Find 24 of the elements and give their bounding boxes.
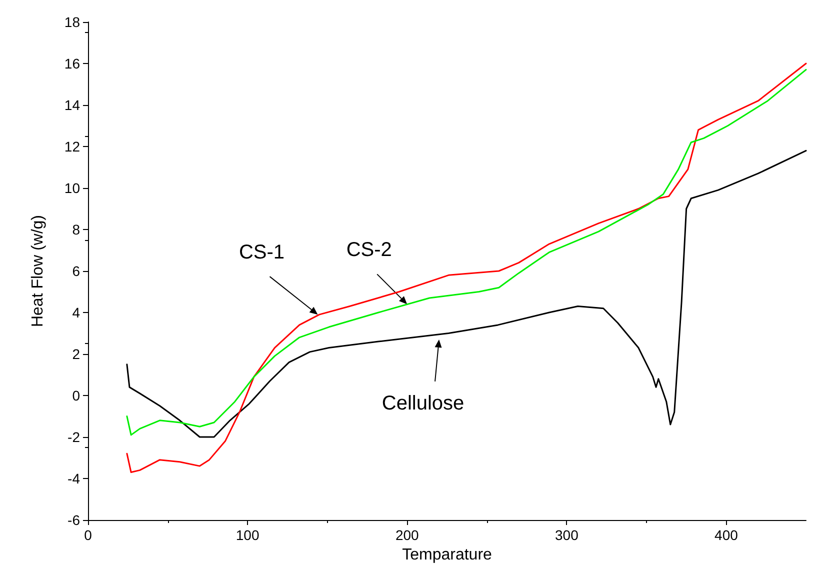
y-tick-label: -4: [68, 470, 80, 486]
y-tick-label: 2: [72, 346, 80, 362]
y-tick-label: -2: [68, 429, 80, 445]
x-axis-title: Temparature: [402, 546, 492, 564]
y-tick-label: 8: [72, 222, 80, 238]
y-tick-label: 12: [64, 138, 80, 154]
y-tick-label: 10: [64, 180, 80, 196]
x-tick-label: 0: [84, 527, 92, 543]
y-tick-label: 14: [64, 97, 80, 113]
x-tick-label: 400: [714, 527, 738, 543]
x-tick-label: 100: [236, 527, 260, 543]
y-tick-label: 0: [72, 388, 80, 404]
line-series: [126, 150, 807, 438]
y-tick-label: -6: [68, 512, 80, 528]
y-tick-label: 16: [64, 56, 80, 72]
annotation: CS-2: [346, 239, 392, 262]
y-tick-label: 6: [72, 263, 80, 279]
annotation: CS-1: [238, 242, 285, 264]
x-tick-label: 300: [554, 527, 579, 543]
x-tick-label: 200: [395, 527, 420, 543]
y-tick-label: 4: [72, 304, 80, 320]
y-tick-label: 18: [64, 14, 80, 30]
y-axis-title: Heat Flow (w/g): [30, 214, 46, 328]
annotation: Cellulose: [382, 392, 464, 414]
